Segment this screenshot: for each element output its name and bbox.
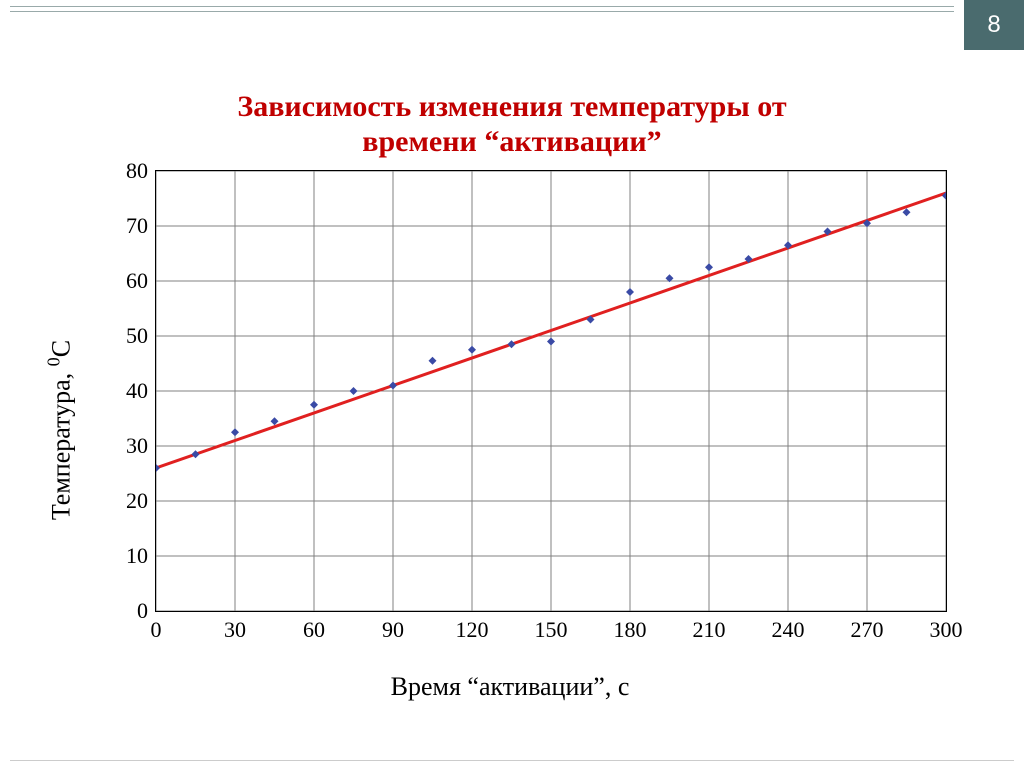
y-tick-label: 30 xyxy=(126,433,156,459)
x-tick-label: 30 xyxy=(224,611,246,643)
x-tick-label: 270 xyxy=(851,611,884,643)
data-point xyxy=(231,428,239,436)
x-tick-label: 240 xyxy=(772,611,805,643)
y-tick-label: 60 xyxy=(126,268,156,294)
x-tick-label: 0 xyxy=(151,611,162,643)
data-point xyxy=(705,263,713,271)
page-number: 8 xyxy=(964,0,1024,50)
data-point xyxy=(429,357,437,365)
data-point xyxy=(903,208,911,216)
y-tick-label: 70 xyxy=(126,213,156,239)
y-tick-label: 50 xyxy=(126,323,156,349)
x-tick-label: 120 xyxy=(456,611,489,643)
x-tick-label: 90 xyxy=(382,611,404,643)
footer-rule xyxy=(10,760,1014,761)
x-axis-label: Время “активации”, с xyxy=(60,672,960,702)
title-line1: Зависимость изменения температуры от xyxy=(237,90,786,123)
x-tick-label: 300 xyxy=(930,611,963,643)
x-tick-label: 180 xyxy=(614,611,647,643)
data-point xyxy=(156,464,160,472)
data-point xyxy=(547,338,555,346)
chart: Температура, 0С 010203040506070800306090… xyxy=(60,170,960,690)
slide: 8 Зависимость изменения температуры от в… xyxy=(0,0,1024,767)
x-tick-label: 210 xyxy=(693,611,726,643)
data-point xyxy=(350,387,358,395)
data-point xyxy=(271,417,279,425)
y-tick-label: 40 xyxy=(126,378,156,404)
data-point xyxy=(508,340,516,348)
chart-title: Зависимость изменения температуры от вре… xyxy=(0,90,1024,159)
plot-area: 0102030405060708003060901201501802102402… xyxy=(155,170,947,612)
title-line2: времени “активации” xyxy=(362,125,661,158)
data-point xyxy=(626,288,634,296)
data-point xyxy=(310,401,318,409)
data-point xyxy=(468,346,476,354)
y-tick-label: 20 xyxy=(126,488,156,514)
data-point xyxy=(389,382,397,390)
header-rule xyxy=(10,6,954,12)
x-tick-label: 150 xyxy=(535,611,568,643)
plot-svg xyxy=(156,171,946,611)
y-axis-label: Температура, 0С xyxy=(44,340,77,520)
x-tick-label: 60 xyxy=(303,611,325,643)
y-tick-label: 10 xyxy=(126,543,156,569)
data-point xyxy=(192,450,200,458)
y-tick-label: 80 xyxy=(126,158,156,184)
